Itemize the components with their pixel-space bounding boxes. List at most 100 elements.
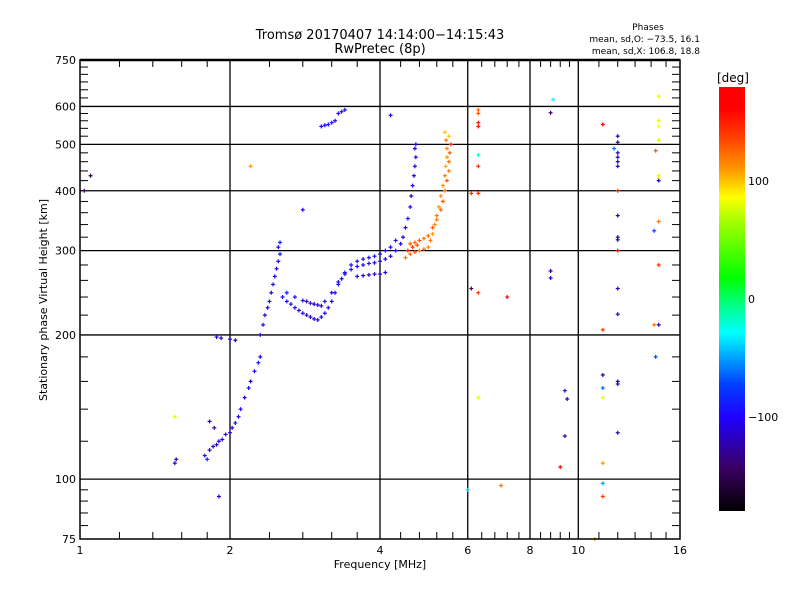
data-point bbox=[413, 142, 418, 147]
data-point bbox=[228, 337, 232, 342]
data-point bbox=[336, 279, 341, 284]
data-point bbox=[656, 178, 661, 183]
data-point bbox=[656, 262, 661, 267]
data-point bbox=[276, 259, 281, 264]
data-point bbox=[366, 272, 371, 277]
data-point bbox=[447, 150, 452, 155]
data-point bbox=[398, 241, 403, 246]
data-point bbox=[248, 379, 253, 384]
data-point bbox=[405, 248, 410, 253]
data-point bbox=[426, 233, 431, 238]
data-point bbox=[413, 155, 418, 160]
data-point bbox=[326, 305, 331, 310]
data-point bbox=[465, 487, 470, 492]
data-point bbox=[258, 332, 263, 337]
data-point bbox=[405, 216, 410, 221]
data-point bbox=[308, 315, 313, 320]
data-point bbox=[214, 442, 219, 447]
data-point bbox=[409, 194, 414, 199]
y-tick-label: 200 bbox=[55, 329, 76, 342]
data-point bbox=[600, 481, 605, 486]
data-point bbox=[432, 222, 437, 227]
data-point bbox=[615, 150, 620, 155]
data-point bbox=[408, 204, 413, 209]
data-point bbox=[440, 183, 445, 188]
data-point bbox=[212, 425, 217, 430]
data-point bbox=[652, 322, 657, 327]
data-point bbox=[322, 123, 327, 128]
data-point bbox=[388, 113, 393, 118]
data-point bbox=[312, 302, 317, 307]
data-point bbox=[207, 419, 212, 424]
data-point bbox=[656, 219, 661, 224]
x-tick-label: 4 bbox=[377, 544, 384, 557]
data-point bbox=[88, 173, 93, 178]
data-point bbox=[339, 109, 344, 114]
data-point bbox=[615, 164, 620, 169]
data-point bbox=[417, 248, 422, 253]
data-point bbox=[436, 204, 441, 209]
data-point bbox=[322, 311, 327, 316]
data-point bbox=[408, 252, 413, 257]
legend-line-o: mean, sd,O: −73.5, 16.1 bbox=[589, 35, 700, 45]
data-point bbox=[214, 335, 219, 340]
data-point bbox=[233, 338, 238, 343]
data-point bbox=[499, 483, 504, 488]
colorbar-tick-labels: 100 0 −100 bbox=[748, 175, 778, 424]
data-point bbox=[349, 267, 354, 272]
x-tick-label: 10 bbox=[571, 544, 585, 557]
data-point bbox=[417, 238, 422, 243]
data-point bbox=[288, 302, 293, 307]
data-point bbox=[615, 248, 620, 253]
data-point bbox=[476, 290, 481, 295]
data-point bbox=[430, 231, 435, 236]
data-point bbox=[211, 444, 216, 449]
data-point bbox=[548, 268, 553, 273]
data-point bbox=[562, 434, 567, 439]
data-point bbox=[172, 414, 177, 419]
data-point bbox=[656, 118, 661, 123]
data-point bbox=[653, 354, 658, 359]
data-point bbox=[412, 240, 417, 245]
data-point bbox=[174, 457, 179, 462]
data-point bbox=[615, 430, 620, 435]
data-point bbox=[272, 274, 277, 279]
data-point bbox=[236, 414, 241, 419]
data-point bbox=[476, 153, 481, 158]
axis-ticks bbox=[80, 60, 680, 539]
data-point bbox=[476, 395, 481, 400]
data-point bbox=[216, 439, 221, 444]
x-tick-label: 16 bbox=[673, 544, 687, 557]
data-point bbox=[444, 178, 449, 183]
data-point bbox=[315, 302, 320, 307]
data-point bbox=[615, 286, 620, 291]
data-point bbox=[322, 299, 327, 304]
data-point bbox=[378, 259, 382, 264]
x-axis-label: Frequency [MHz] bbox=[334, 558, 426, 571]
data-point bbox=[372, 260, 377, 265]
legend-line-x: mean, sd,X: 106.8, 18.8 bbox=[592, 47, 700, 57]
data-point bbox=[393, 248, 398, 253]
y-tick-label: 750 bbox=[55, 54, 76, 67]
data-point bbox=[656, 138, 661, 143]
y-tick-label: 75 bbox=[62, 533, 76, 546]
data-point bbox=[443, 164, 448, 169]
data-point bbox=[426, 245, 431, 250]
data-point bbox=[342, 107, 347, 112]
chart-subtitle: RwPretec (8p) bbox=[334, 42, 425, 57]
data-point bbox=[388, 245, 393, 250]
data-point bbox=[410, 183, 415, 188]
data-point bbox=[476, 107, 481, 112]
y-tick-label: 600 bbox=[55, 100, 76, 113]
data-point bbox=[438, 207, 443, 212]
data-point bbox=[428, 238, 433, 243]
data-point bbox=[329, 290, 334, 295]
data-point bbox=[378, 272, 382, 277]
data-point bbox=[278, 252, 283, 257]
data-point bbox=[219, 336, 224, 341]
data-point bbox=[476, 164, 481, 169]
data-point bbox=[656, 94, 661, 99]
data-point bbox=[548, 110, 553, 115]
data-point bbox=[600, 461, 605, 466]
data-point bbox=[319, 315, 324, 320]
